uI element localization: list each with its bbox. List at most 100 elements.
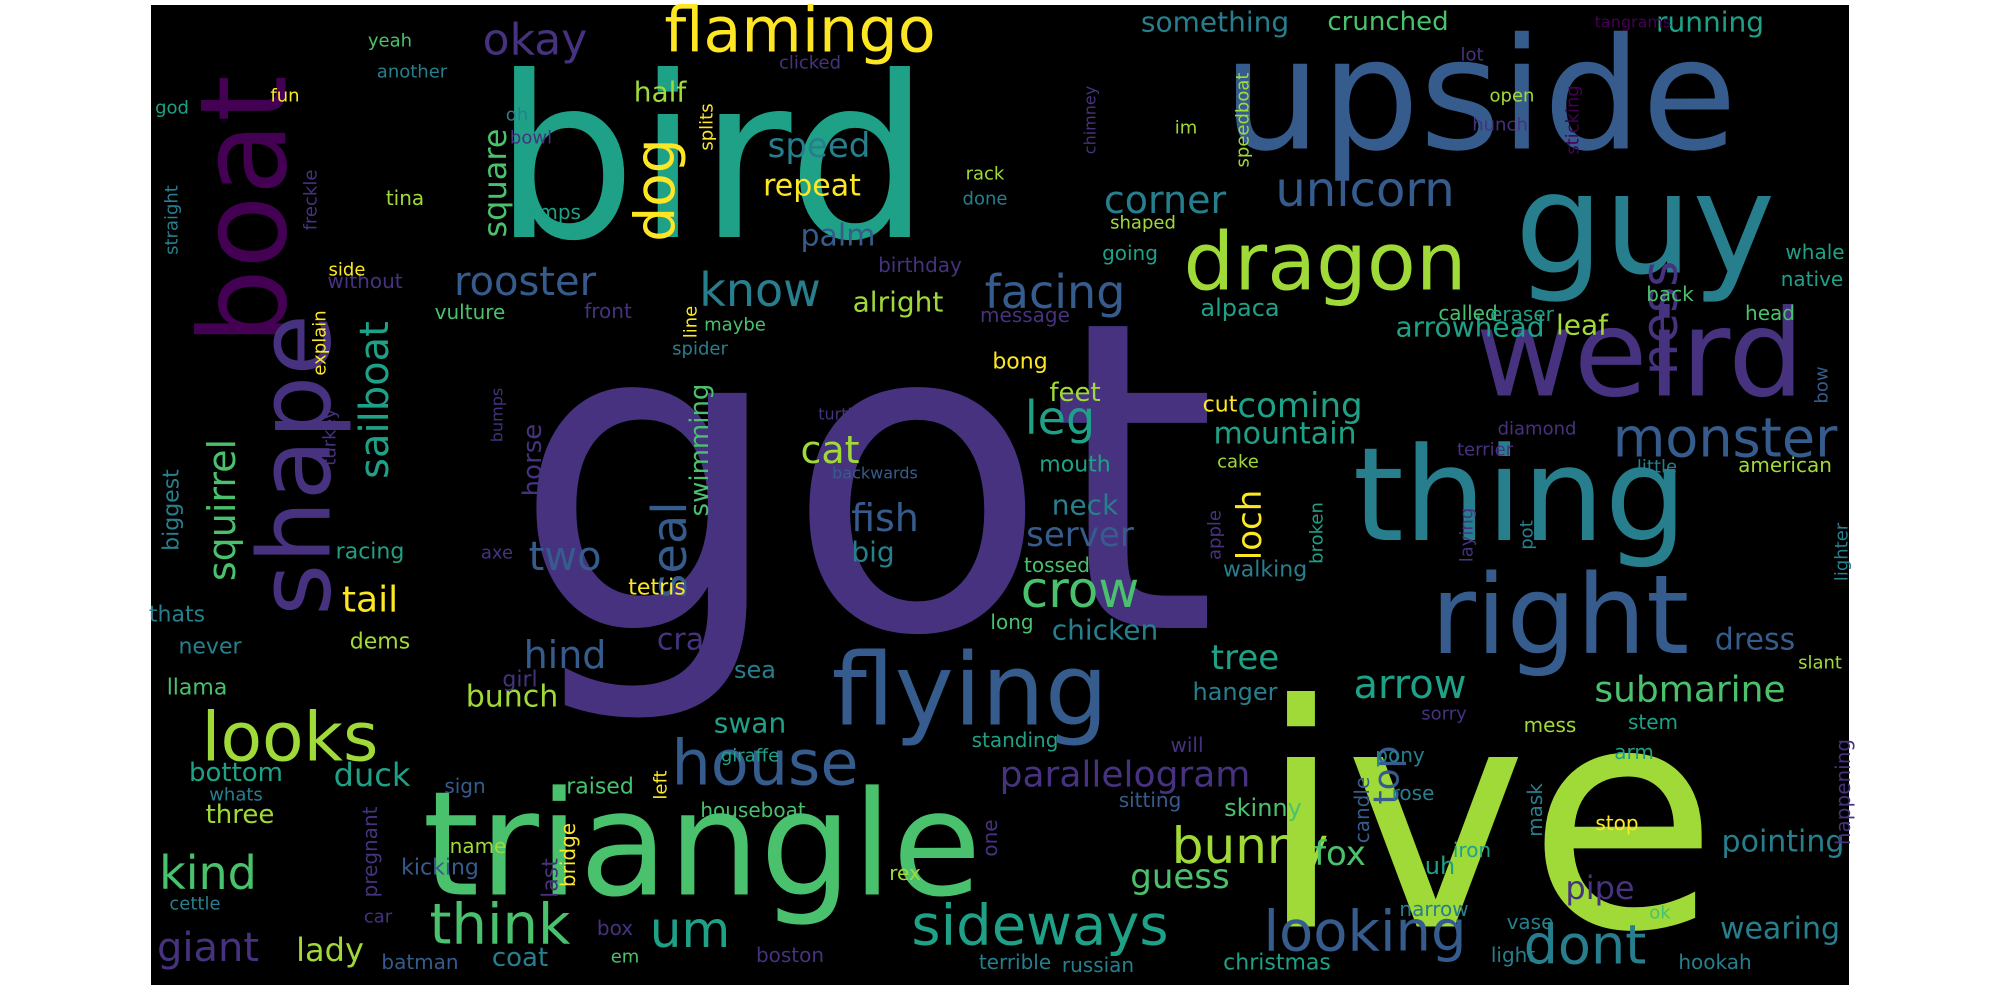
word-terrible: terrible <box>979 950 1051 974</box>
word-top: top <box>1367 746 1408 805</box>
word-straight: straight <box>162 185 183 255</box>
word-mouth: mouth <box>1039 453 1110 478</box>
word-shape: shape <box>237 314 354 616</box>
word-sideways: sideways <box>911 894 1168 959</box>
word-okay: okay <box>483 15 588 66</box>
word-im: im <box>1175 118 1198 139</box>
word-sorry: sorry <box>1421 704 1467 725</box>
word-bumps: bumps <box>488 388 507 442</box>
word-giraffe: giraffe <box>721 746 779 767</box>
word-eraser: eraser <box>1490 302 1555 326</box>
word-neck: neck <box>1052 489 1119 522</box>
word-uh: uh <box>1425 852 1455 880</box>
word-diamond: diamond <box>1498 419 1577 440</box>
word-wearing: wearing <box>1720 912 1840 947</box>
word-corner: corner <box>1104 178 1227 222</box>
word-looking: looking <box>1263 900 1466 965</box>
word-humps: humps <box>513 200 581 224</box>
word-bowl: bowl <box>510 128 552 149</box>
word-hookah: hookah <box>1678 950 1751 974</box>
word-maybe: maybe <box>704 315 766 336</box>
word-sign: sign <box>444 774 485 798</box>
word-birthday: birthday <box>878 253 962 277</box>
word-cat: cat <box>800 428 859 472</box>
word-guess: guess <box>1130 857 1229 897</box>
word-chicken: chicken <box>1052 614 1159 647</box>
word-spider: spider <box>672 339 728 360</box>
word-biggest: biggest <box>160 469 185 551</box>
cloud-background <box>151 5 1849 985</box>
word-splits: splits <box>697 103 718 150</box>
word-turkey: turkey <box>320 408 341 466</box>
word-stop: stop <box>1595 811 1638 835</box>
word-tree: tree <box>1211 638 1279 678</box>
word-coat: coat <box>492 943 548 973</box>
word-oh: oh <box>506 105 528 126</box>
word-car: car <box>364 907 393 928</box>
word-arrow: arrow <box>1353 662 1466 708</box>
word-message: message <box>980 303 1070 327</box>
word-open: open <box>1490 86 1535 107</box>
word-flying: flying <box>832 632 1109 749</box>
word-whats: whats <box>209 785 263 806</box>
word-alright: alright <box>853 286 944 319</box>
word-houseboat: houseboat <box>700 798 806 822</box>
word-going: going <box>1102 241 1158 265</box>
word-one: one <box>978 819 1002 856</box>
word-broken: broken <box>1307 502 1328 564</box>
word-ness: ness <box>1631 261 1689 376</box>
word-lady: lady <box>296 931 364 969</box>
word-never: never <box>178 635 242 660</box>
word-lighter: lighter <box>1832 522 1853 581</box>
word-rose: rose <box>1392 781 1435 805</box>
word-russian: russian <box>1062 953 1134 977</box>
word-boat: boat <box>176 75 315 345</box>
word-got: got <box>513 230 1218 730</box>
word-looks: looks <box>202 699 379 778</box>
word-dems: dems <box>350 630 410 655</box>
word-house: house <box>672 727 859 800</box>
word-monster: monster <box>1613 407 1838 470</box>
word-mountain: mountain <box>1213 417 1356 452</box>
word-standing: standing <box>972 728 1059 752</box>
word-iron: iron <box>1453 838 1491 862</box>
word-guy: guy <box>1515 144 1775 307</box>
word-square: square <box>476 128 514 237</box>
word-tangrams: tangrams <box>1595 13 1672 32</box>
word-axe: axe <box>481 543 513 564</box>
word-hanger: hanger <box>1193 678 1278 706</box>
word-batman: batman <box>381 950 458 974</box>
word-yeah: yeah <box>368 31 412 52</box>
word-rex: rex <box>889 861 921 885</box>
word-kind: kind <box>159 846 257 900</box>
word-something: something <box>1141 6 1289 39</box>
word-bunny: bunny <box>1172 817 1328 875</box>
word-know: know <box>699 263 821 317</box>
word-three: three <box>206 800 275 830</box>
word-upside: upside <box>1223 5 1737 186</box>
word-done: done <box>963 189 1008 210</box>
word-back: back <box>1646 282 1694 306</box>
word-another: another <box>377 62 448 83</box>
word-kicking: kicking <box>401 856 479 881</box>
word-leaf: leaf <box>1556 309 1609 342</box>
word-two: two <box>529 534 602 580</box>
word-god: god <box>155 98 189 119</box>
word-em: em <box>611 947 640 968</box>
word-pot: pot <box>1517 520 1538 550</box>
word-freckle: freckle <box>301 170 322 231</box>
word-tetris: tetris <box>628 576 685 601</box>
word-arrowhead: arrowhead <box>1395 311 1544 344</box>
word-native: native <box>1781 267 1843 291</box>
word-bow: bow <box>1812 366 1833 403</box>
word-thing: thing <box>1353 419 1687 571</box>
word-horse: horse <box>518 424 548 497</box>
word-clicked: clicked <box>779 53 841 74</box>
word-pointing: pointing <box>1722 825 1845 860</box>
word-girl: girl <box>502 668 537 693</box>
word-left: left <box>651 770 672 799</box>
word-line: line <box>681 306 702 338</box>
word-pony: pony <box>1375 743 1425 767</box>
word-triangle: triangle <box>422 761 981 930</box>
